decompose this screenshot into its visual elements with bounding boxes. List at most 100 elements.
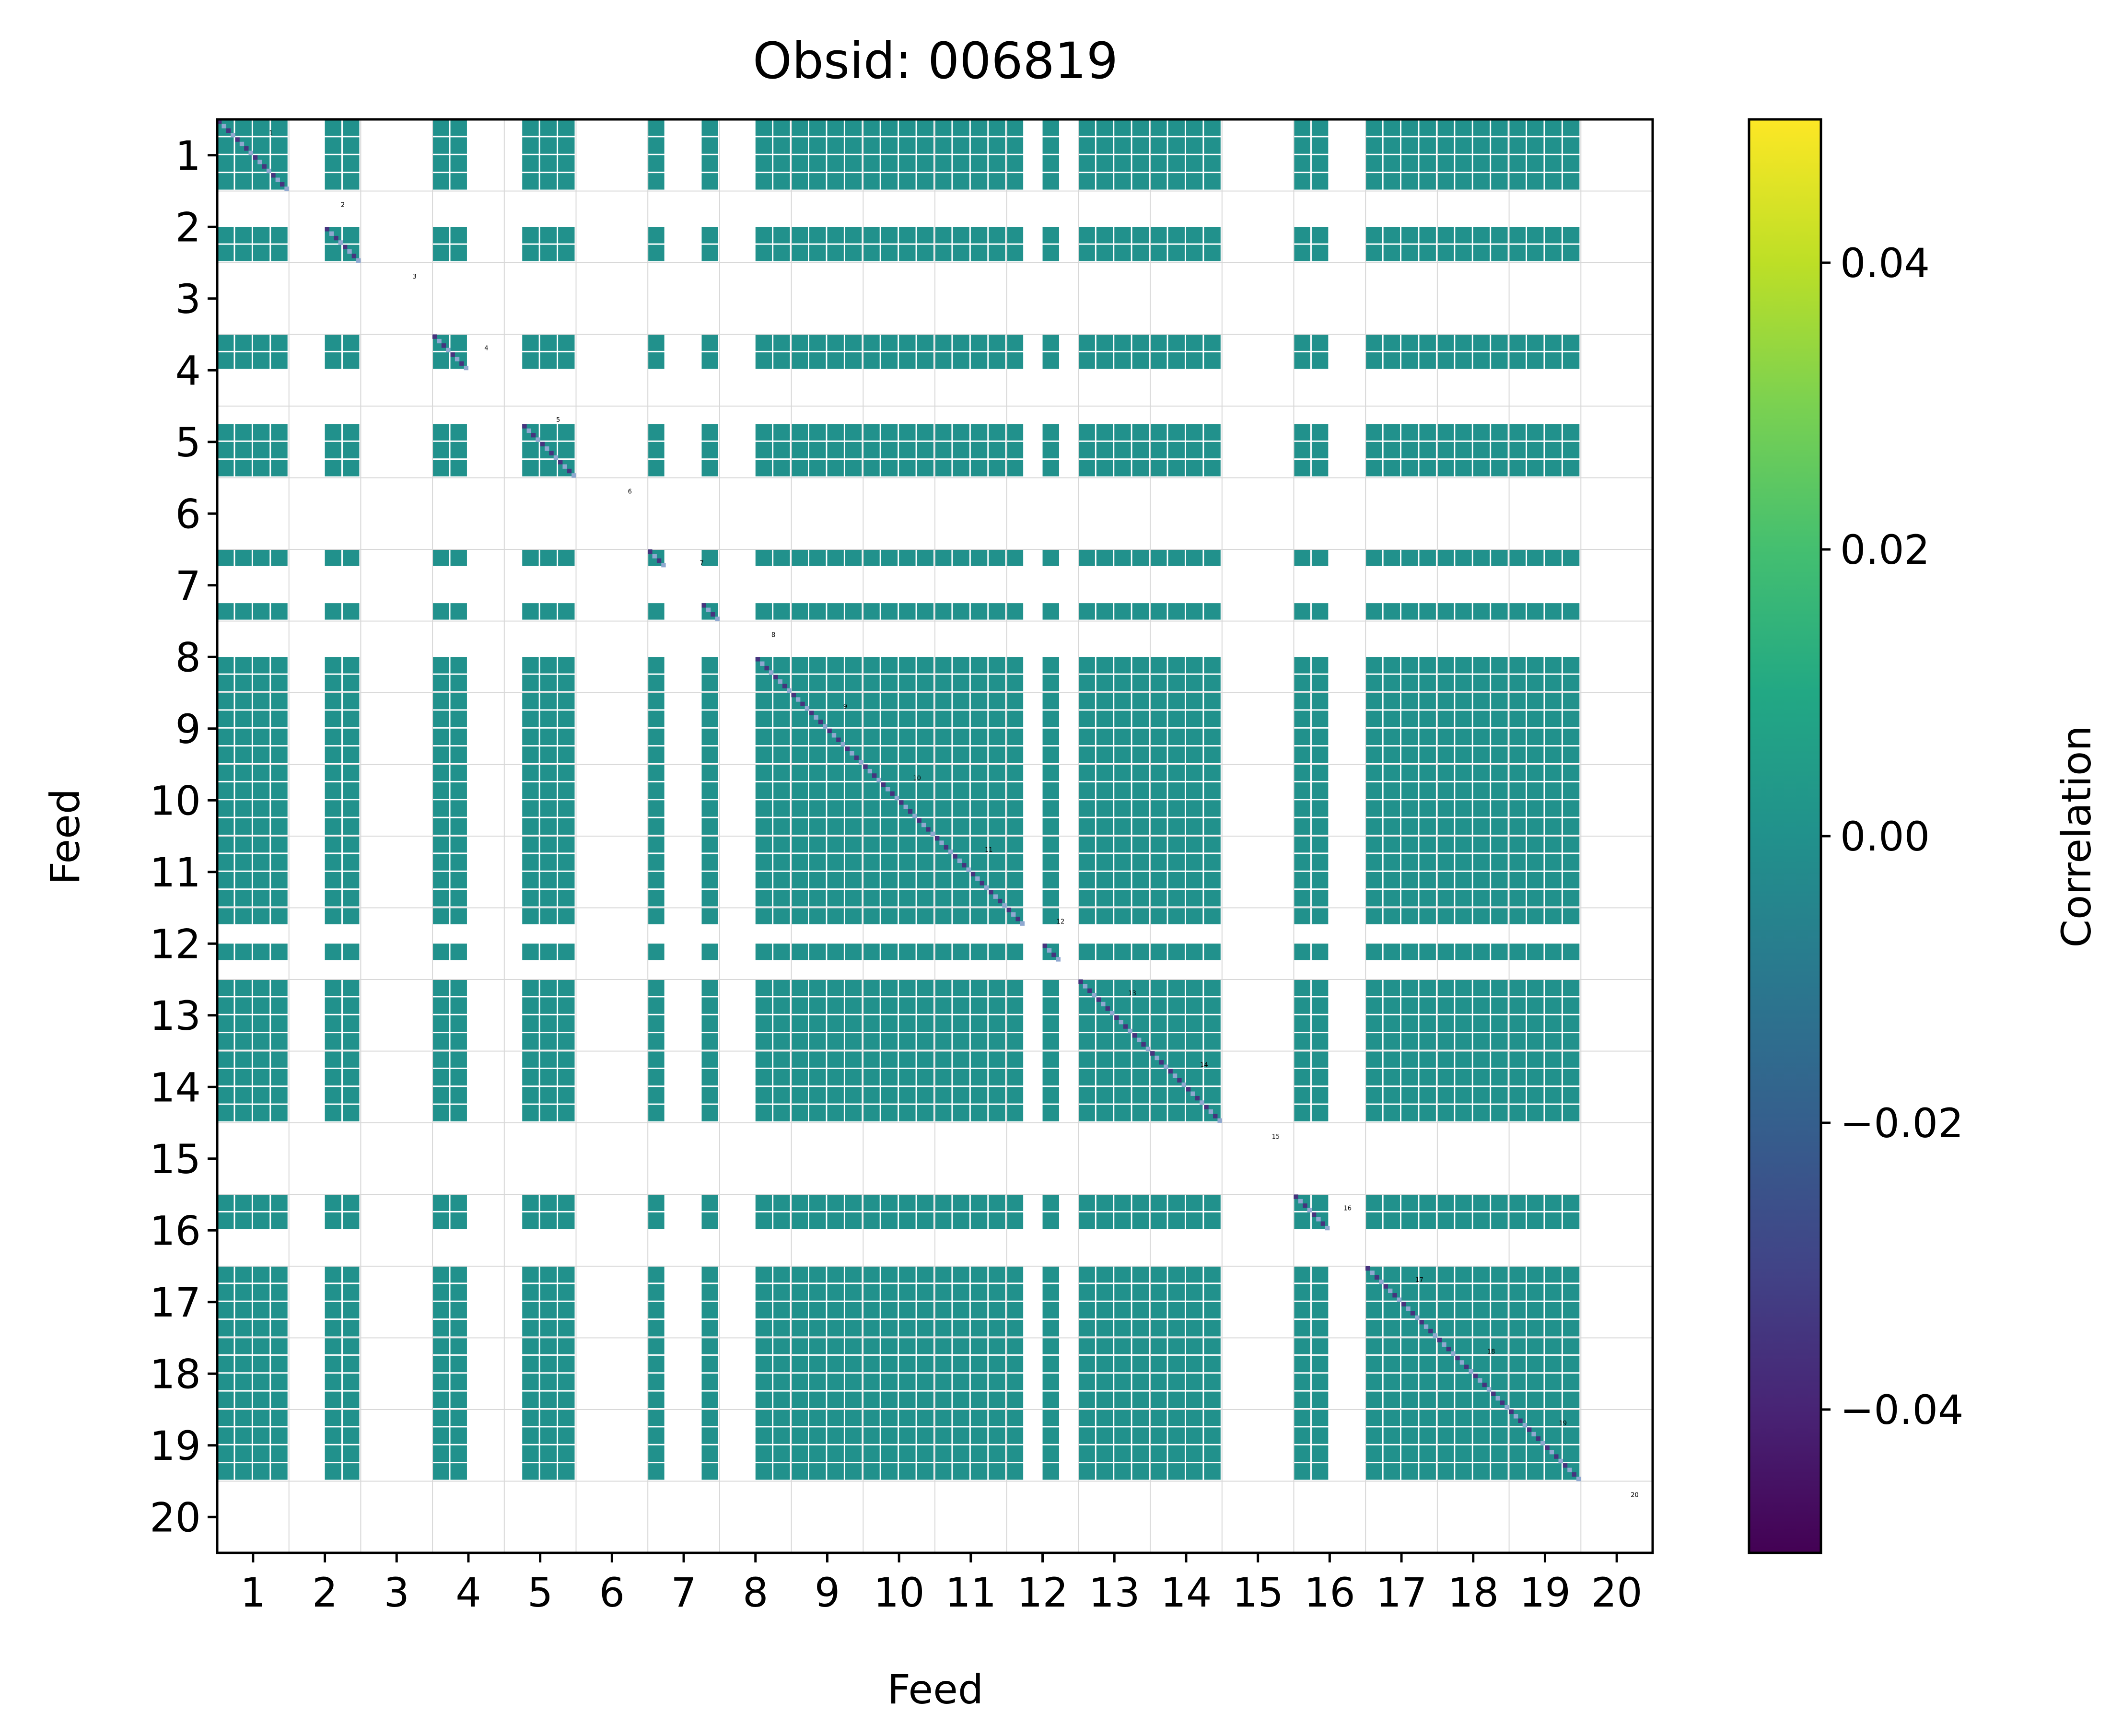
heatmap-cell [271, 1266, 288, 1283]
heatmap-cell [1096, 1105, 1113, 1122]
diagonal-cell [1450, 1351, 1456, 1356]
heatmap-cell [217, 334, 234, 351]
heatmap-cell [253, 1374, 270, 1390]
heatmap-cell [1042, 890, 1059, 907]
heatmap-cell [1545, 764, 1562, 781]
heatmap-cell [450, 1391, 467, 1409]
heatmap-cell [271, 782, 288, 799]
heatmap-cell [217, 657, 234, 674]
diagonal-cell [1294, 1194, 1298, 1199]
heatmap-cell [1204, 549, 1221, 566]
heatmap-cell [917, 675, 933, 692]
heatmap-cell [1114, 1051, 1131, 1068]
feed-annotation: 15 [1272, 1133, 1280, 1141]
heatmap-cell [1401, 1427, 1418, 1444]
heatmap-cell [217, 245, 234, 262]
diagonal-cell [239, 141, 245, 147]
diagonal-cell [1522, 1423, 1528, 1428]
heatmap-cell [1563, 1105, 1580, 1122]
heatmap-cell [1204, 1445, 1221, 1462]
heatmap-cell [1186, 334, 1203, 351]
heatmap-cell [235, 979, 252, 996]
heatmap-cell [522, 1015, 539, 1032]
heatmap-cell [1311, 800, 1329, 817]
heatmap-cell [450, 890, 467, 907]
heatmap-cell [809, 836, 826, 853]
heatmap-cell [917, 352, 933, 369]
heatmap-cell [827, 1105, 844, 1122]
diagonal-cell [1455, 1355, 1460, 1361]
heatmap-cell [1509, 872, 1526, 889]
heatmap-cell [1204, 1212, 1221, 1229]
heatmap-cell [253, 872, 270, 889]
heatmap-cell [755, 1338, 772, 1354]
heatmap-cell [432, 1463, 449, 1480]
heatmap-cell [1383, 1069, 1400, 1086]
heatmap-cell [989, 549, 1005, 566]
heatmap-cell [1527, 711, 1544, 727]
diagonal-cell [351, 254, 357, 258]
diagonal-cell [975, 876, 980, 881]
heatmap-cell [1365, 728, 1382, 746]
heatmap-cell [217, 890, 234, 907]
heatmap-cell [558, 1410, 575, 1426]
heatmap-cell [1491, 352, 1508, 369]
heatmap-cell [1437, 1427, 1454, 1444]
heatmap-cell [773, 872, 790, 889]
diagonal-cell [984, 885, 989, 890]
diagonal-cell [818, 720, 823, 724]
heatmap-cell [253, 728, 270, 746]
heatmap-cell [1168, 1427, 1185, 1444]
heatmap-cell [1311, 1015, 1329, 1032]
diagonal-cell [271, 173, 276, 178]
heatmap-cell [1006, 137, 1024, 154]
heatmap-cell [1383, 1320, 1400, 1337]
diagonal-cell [1397, 1297, 1402, 1302]
heatmap-cell [325, 675, 341, 692]
heatmap-cell [1078, 1355, 1095, 1373]
heatmap-cell [1311, 1051, 1329, 1068]
heatmap-cell [1042, 818, 1059, 835]
heatmap-cell [845, 1320, 862, 1337]
heatmap-cell [1365, 1463, 1382, 1480]
heatmap-cell [1365, 1284, 1382, 1301]
heatmap-cell [953, 1427, 969, 1444]
heatmap-cell [1294, 800, 1310, 817]
heatmap-cell [1419, 1410, 1436, 1426]
heatmap-cell [935, 352, 952, 369]
heatmap-cell [899, 1266, 916, 1283]
heatmap-cell [791, 119, 808, 136]
heatmap-cell [953, 1212, 969, 1229]
heatmap-cell [235, 1069, 252, 1086]
heatmap-cell [1311, 460, 1329, 477]
heatmap-cell [271, 1374, 288, 1390]
heatmap-cell [755, 1445, 772, 1462]
heatmap-cell [845, 908, 862, 924]
heatmap-cell [342, 1355, 360, 1373]
heatmap-cell [253, 119, 270, 136]
heatmap-cell [989, 728, 1005, 746]
heatmap-cell [217, 675, 234, 692]
diagonal-cell [926, 827, 931, 832]
heatmap-cell [648, 603, 665, 620]
heatmap-cell [863, 119, 880, 136]
heatmap-cell [917, 711, 933, 727]
heatmap-cell [1150, 872, 1167, 889]
heatmap-cell [271, 979, 288, 996]
heatmap-cell [1311, 997, 1329, 1014]
heatmap-cell [935, 1015, 952, 1032]
heatmap-cell [773, 1087, 790, 1104]
heatmap-cell [1078, 908, 1095, 924]
heatmap-cell [450, 155, 467, 172]
heatmap-cell [1383, 549, 1400, 566]
heatmap-cell [917, 1212, 933, 1229]
x-tick-label: 11 [945, 1569, 996, 1616]
heatmap-cell [1311, 549, 1329, 566]
heatmap-cell [1204, 746, 1221, 763]
heatmap-cell [701, 818, 718, 835]
diagonal-cell [1141, 1042, 1146, 1047]
heatmap-cell [970, 746, 988, 763]
heatmap-cell [1078, 1212, 1095, 1229]
heatmap-cell [253, 1087, 270, 1104]
